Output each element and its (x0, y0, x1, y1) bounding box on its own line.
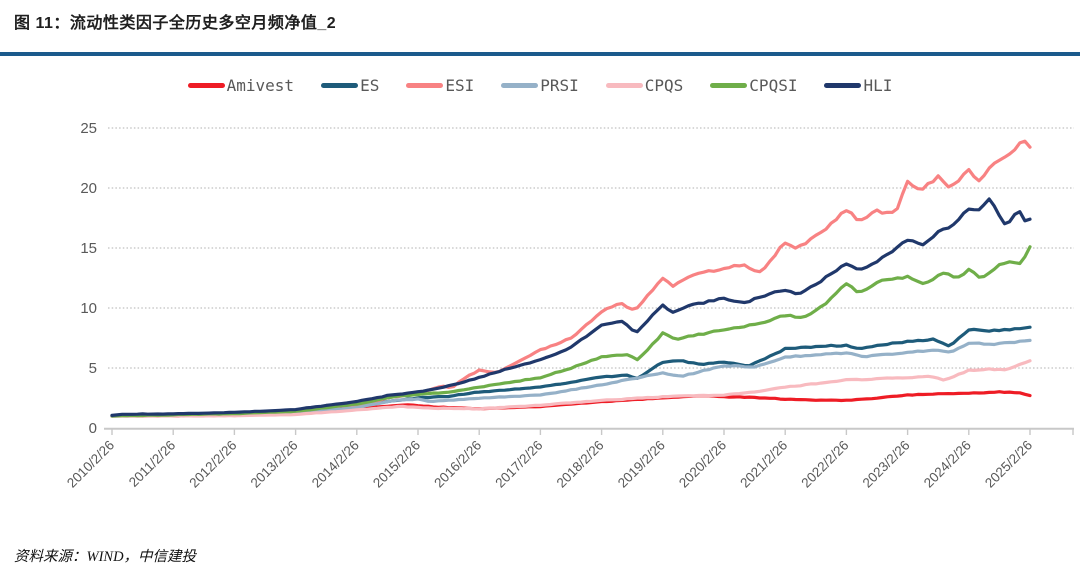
legend-swatch-amivest (187, 83, 225, 88)
x-axis-tick-label: 2012/2/26 (186, 438, 239, 491)
series-line-hli (110, 197, 1032, 417)
x-axis-tick-label: 2025/2/26 (982, 438, 1035, 491)
legend-label: Amivest (226, 76, 295, 95)
x-axis-tick-label: 2010/2/26 (64, 438, 117, 491)
series-line-cpqs (110, 359, 1032, 418)
x-axis-tick-label: 2019/2/26 (615, 438, 668, 491)
x-axis-tick-label: 2018/2/26 (554, 438, 607, 491)
y-axis-tick-label: 0 (89, 420, 97, 437)
x-axis-tick-label: 2017/2/26 (492, 438, 545, 491)
legend-item-es[interactable]: ES (321, 76, 379, 95)
x-axis-tick-label: 2013/2/26 (248, 438, 301, 491)
legend-label: ESI (445, 76, 475, 95)
x-axis-tick-label: 2011/2/26 (126, 438, 178, 490)
legend-swatch-cpqsi (710, 83, 748, 88)
legend-item-esi[interactable]: ESI (406, 76, 474, 95)
y-axis-tick-label: 25 (80, 120, 97, 137)
legend-label: HLI (863, 76, 893, 95)
y-axis-tick-label: 20 (80, 180, 97, 197)
x-axis-tick-label: 2021/2/26 (737, 438, 790, 491)
x-axis-tick-label: 2016/2/26 (431, 438, 484, 491)
x-axis-tick-label: 2023/2/26 (860, 438, 913, 491)
legend-label: CPQSI (749, 76, 798, 95)
legend-label: ES (360, 76, 380, 95)
data-source-note: 资料来源：WIND，中信建投 (14, 549, 197, 565)
legend-swatch-hli (824, 83, 862, 88)
x-axis-tick-label: 2024/2/26 (921, 438, 974, 491)
legend-item-cpqsi[interactable]: CPQSI (710, 76, 797, 95)
legend-label: PRSI (540, 76, 579, 95)
y-axis-tick-label: 15 (80, 240, 97, 257)
legend-swatch-cpqs (605, 83, 643, 88)
x-axis-tick-label: 2022/2/26 (798, 438, 851, 491)
chart-legend: Amivest ES ESI PRSI CPQS CPQSI HLI (0, 76, 1080, 95)
legend-swatch-es (321, 83, 359, 88)
legend-swatch-esi (406, 83, 444, 88)
title-divider-rule (0, 52, 1080, 56)
x-axis-tick-label: 2020/2/26 (676, 438, 729, 491)
y-axis-tick-label: 5 (89, 360, 97, 377)
legend-item-hli[interactable]: HLI (824, 76, 892, 95)
y-axis-tick-label: 10 (80, 300, 97, 317)
figure-title: 图 11：流动性类因子全历史多空月频净值_2 (14, 15, 337, 32)
legend-label: CPQS (644, 76, 684, 95)
x-axis-tick-label: 2015/2/26 (370, 438, 423, 491)
legend-item-cpqs[interactable]: CPQS (605, 76, 684, 95)
legend-item-amivest[interactable]: Amivest (187, 76, 295, 95)
legend-swatch-prsi (501, 83, 539, 88)
x-axis-tick-label: 2014/2/26 (309, 438, 362, 491)
legend-item-prsi[interactable]: PRSI (501, 76, 579, 95)
